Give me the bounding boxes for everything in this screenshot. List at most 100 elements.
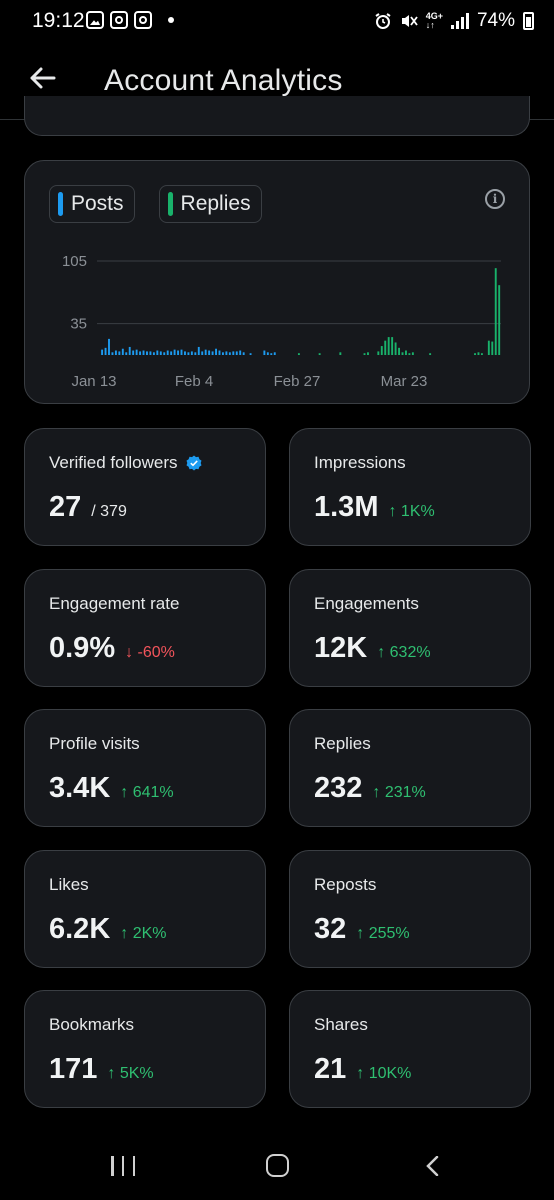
stat-label-text: Verified followers <box>49 453 178 472</box>
stat-card-engagements[interactable]: Engagements 12K ↑ 632% <box>289 568 531 687</box>
bar-replies <box>491 341 494 355</box>
bar-posts <box>118 351 121 355</box>
bar-posts <box>194 352 197 355</box>
bar-replies <box>474 353 476 355</box>
bar-replies <box>429 353 432 355</box>
stat-value-row: 171 ↑ 5K% <box>49 1053 154 1086</box>
bar-posts <box>225 351 228 355</box>
bar-posts <box>142 350 145 355</box>
stat-label: Engagement rate <box>49 594 179 614</box>
legend-label: Posts <box>71 192 124 215</box>
x-tick-label: Mar 23 <box>381 373 428 390</box>
bar-posts <box>218 350 221 355</box>
stat-label: Reposts <box>314 875 376 895</box>
bar-posts <box>232 351 235 355</box>
stat-value: 12K <box>314 631 368 664</box>
stat-card-likes[interactable]: Likes 6.2K ↑ 2K% <box>24 849 266 968</box>
bar-posts <box>273 352 276 355</box>
stat-card-reposts[interactable]: Reposts 32 ↑ 255% <box>289 849 531 968</box>
bar-posts <box>125 352 128 355</box>
bar-replies <box>494 268 497 355</box>
stat-card-replies[interactable]: Replies 232 ↑ 231% <box>289 709 531 827</box>
arrow-left-icon[interactable] <box>28 64 56 92</box>
stat-card-profile-visits[interactable]: Profile visits 3.4K ↑ 641% <box>24 709 266 827</box>
stat-card-impressions[interactable]: Impressions 1.3M ↑ 1K% <box>289 428 531 546</box>
bar-posts <box>146 351 148 355</box>
stat-label-text: Impressions <box>314 453 406 472</box>
alarm-icon <box>375 13 391 29</box>
battery-icon <box>523 12 534 30</box>
stat-change: ↑ 255% <box>356 924 410 942</box>
stat-change: ↑ 10K% <box>356 1065 412 1082</box>
bar-replies <box>339 352 342 355</box>
network-icon: 4G+ ↓↑ <box>425 11 443 30</box>
y-tick-label: 105 <box>62 253 87 270</box>
stat-card-bookmarks[interactable]: Bookmarks 171 ↑ 5K% <box>24 990 266 1108</box>
bar-posts <box>228 352 231 355</box>
stat-value-row: 0.9% ↓ -60% <box>49 632 175 665</box>
notification-dot <box>168 17 174 23</box>
bar-replies <box>391 337 394 355</box>
stat-value: 27 <box>49 491 82 523</box>
stat-label-text: Replies <box>314 734 371 753</box>
bar-posts <box>270 353 273 355</box>
bar-posts <box>166 350 169 355</box>
stat-value-row: 232 ↑ 231% <box>314 772 426 805</box>
stat-label-text: Likes <box>49 874 89 894</box>
stat-label-text: Shares <box>314 1015 368 1034</box>
legend-swatch-replies <box>167 192 173 216</box>
stat-value-row: 21 ↑ 10K% <box>314 1053 411 1086</box>
bar-replies <box>401 352 404 355</box>
stat-label: Replies <box>314 734 371 754</box>
stat-card-engagement-rate[interactable]: Engagement rate 0.9% ↓ -60% <box>24 568 266 687</box>
bar-replies <box>377 351 380 355</box>
stat-change: ↑ 5K% <box>107 1065 154 1082</box>
legend-posts[interactable]: Posts <box>49 185 135 223</box>
home-icon[interactable] <box>266 1154 289 1177</box>
legend-label: Replies <box>180 192 251 215</box>
activity-chart-card: 105 35 Jan 13 Feb 4 Feb 27 Mar 23 Posts Repli… <box>24 160 530 404</box>
signal-icon <box>450 13 469 29</box>
stat-label: Impressions <box>314 453 406 473</box>
bar-posts <box>201 351 204 355</box>
stat-change: ↑ 2K% <box>120 924 167 942</box>
x-tick-label: Feb 27 <box>274 373 321 390</box>
bar-posts <box>128 346 131 355</box>
stat-change: ↑ 1K% <box>388 503 435 520</box>
bar-replies <box>398 347 400 355</box>
bar-replies <box>408 353 411 355</box>
stat-value-row: 27 / 379 <box>49 491 127 524</box>
gallery-icon <box>86 11 104 29</box>
previous-card <box>24 96 530 136</box>
bar-posts <box>187 352 190 355</box>
stat-change: ↑ 641% <box>120 784 174 801</box>
back-icon[interactable] <box>425 1156 441 1176</box>
bar-replies <box>405 350 407 355</box>
stat-card-shares[interactable]: Shares 21 ↑ 10K% <box>289 990 531 1108</box>
system-nav-bar <box>0 1130 554 1200</box>
status-icons-right: 4G+ ↓↑ 74% <box>374 10 534 32</box>
stat-label: Bookmarks <box>49 1015 134 1035</box>
page-title: Account Analytics <box>104 64 343 97</box>
bar-posts <box>170 351 173 355</box>
info-icon[interactable]: i <box>485 189 505 209</box>
stat-card-verified-followers[interactable]: Verified followers 27 / 379 <box>24 428 266 546</box>
bar-posts <box>204 349 207 355</box>
stat-value: 1.3M <box>314 491 379 523</box>
bar-replies <box>297 353 300 355</box>
legend-replies[interactable]: Replies <box>158 185 262 223</box>
bar-posts <box>114 350 117 355</box>
stat-change: ↓ -60% <box>125 643 175 661</box>
x-tick-label: Jan 13 <box>71 373 116 390</box>
stat-value: 232 <box>314 772 363 804</box>
recents-icon[interactable] <box>111 1156 135 1176</box>
bar-replies <box>367 352 369 355</box>
instagram-icon <box>110 11 128 29</box>
y-tick-label: 35 <box>70 316 87 333</box>
stat-label: Engagements <box>314 594 419 614</box>
instagram-icon <box>134 11 152 29</box>
stat-change: ↑ 231% <box>372 784 426 801</box>
bar-posts <box>239 350 242 355</box>
stat-value-row: 6.2K ↑ 2K% <box>49 913 167 946</box>
stat-change: ↑ 632% <box>377 643 431 661</box>
